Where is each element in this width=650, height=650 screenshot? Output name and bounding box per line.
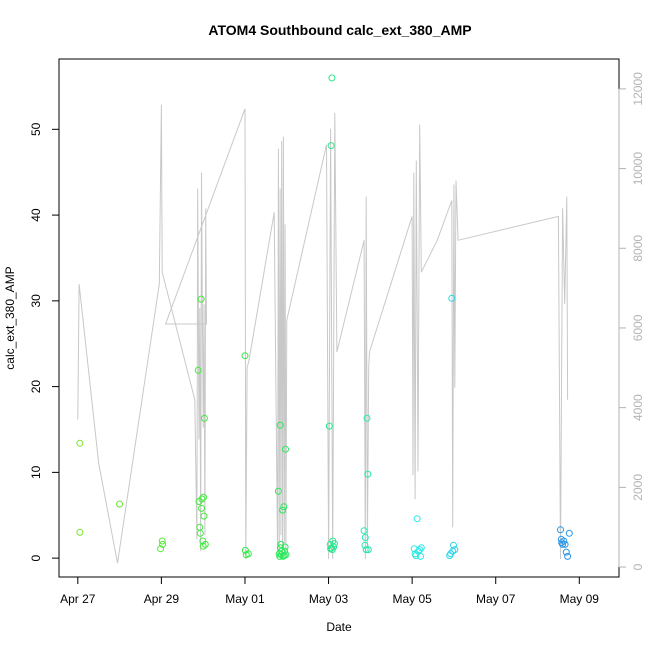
- data-point: [281, 543, 289, 551]
- chart-title: ATOM4 Southbound calc_ext_380_AMP: [208, 22, 471, 38]
- x-tick-label: May 09: [560, 592, 600, 606]
- data-point: [201, 540, 209, 548]
- data-point: [330, 540, 338, 548]
- data-point: [451, 546, 459, 554]
- x-tick-label: May 07: [476, 592, 516, 606]
- y-tick-label: 20: [29, 380, 43, 394]
- data-point: [564, 552, 572, 560]
- x-tick-label: May 03: [309, 592, 349, 606]
- y-tick-label: 50: [29, 122, 43, 136]
- data-point: [325, 422, 333, 430]
- y2-tick-label: 6000: [631, 314, 645, 341]
- data-point: [327, 142, 335, 150]
- y-axis-right: 0 2000 4000 6000 8000 10000 12000: [618, 72, 645, 570]
- data-point: [361, 534, 369, 541]
- data-point: [413, 515, 421, 523]
- y2-tick-label: 8000: [631, 235, 645, 262]
- data-point: [198, 495, 206, 503]
- data-point: [157, 545, 165, 553]
- data-point: [417, 544, 425, 552]
- data-point: [562, 548, 570, 556]
- y2-tick-label: 4000: [631, 394, 645, 421]
- y2-tick-label: 10000: [631, 152, 645, 186]
- points-group: [76, 74, 573, 560]
- data-point: [450, 541, 457, 549]
- data-point: [560, 537, 568, 545]
- data-point: [559, 540, 567, 548]
- data-point: [244, 550, 252, 558]
- data-point: [199, 542, 207, 550]
- data-point: [200, 414, 208, 422]
- y2-tick-label: 12000: [631, 72, 645, 106]
- data-point: [194, 366, 202, 374]
- data-point: [280, 503, 288, 511]
- series-line: [77, 104, 569, 564]
- data-point: [328, 74, 336, 82]
- y2-tick-label: 2000: [631, 474, 645, 501]
- x-tick-label: Apr 29: [144, 592, 180, 606]
- plot-frame: [58, 58, 620, 578]
- data-point: [197, 295, 205, 303]
- data-point: [417, 552, 424, 560]
- data-point: [198, 504, 205, 512]
- data-point: [364, 470, 372, 478]
- data-point: [158, 537, 166, 545]
- data-point: [557, 526, 564, 534]
- data-point: [448, 294, 456, 302]
- x-axis: Apr 27 Apr 29 May 01 May 03 May 05 May 07 May …: [60, 576, 600, 606]
- y-tick-label: 30: [29, 294, 43, 308]
- data-point: [196, 523, 204, 531]
- x-tick-label: Apr 27: [60, 592, 96, 606]
- x-tick-label: May 01: [225, 592, 265, 606]
- y-axis-label: calc_ext_380_AMP: [3, 266, 17, 369]
- data-point: [416, 546, 424, 554]
- x-tick-label: May 05: [392, 592, 432, 606]
- data-point: [241, 352, 249, 360]
- y-axis-left: 0 10 20 30 40 50: [29, 122, 60, 561]
- y-tick-label: 10: [29, 465, 43, 479]
- y-tick-label: 40: [29, 208, 43, 222]
- data-point: [330, 543, 338, 551]
- data-point: [282, 445, 289, 453]
- data-point: [363, 414, 371, 422]
- data-point: [200, 493, 208, 501]
- data-point: [360, 527, 368, 535]
- data-point: [116, 500, 124, 508]
- data-point: [364, 546, 372, 554]
- data-point: [282, 551, 290, 559]
- data-point: [277, 544, 284, 552]
- data-point: [362, 546, 370, 554]
- data-point: [76, 439, 84, 447]
- data-point: [274, 487, 282, 495]
- data-point: [561, 540, 569, 548]
- data-point: [281, 547, 289, 555]
- x-axis-label: Date: [326, 620, 352, 634]
- data-point: [196, 529, 204, 537]
- data-point: [200, 512, 208, 520]
- data-point: [276, 421, 284, 429]
- series-line-group: [77, 104, 569, 564]
- data-point: [565, 529, 573, 537]
- data-point: [76, 528, 84, 536]
- data-point: [159, 540, 167, 548]
- y-tick-label: 0: [29, 554, 43, 561]
- data-point: [361, 541, 369, 549]
- data-point: [279, 506, 287, 514]
- y2-tick-label: 0: [631, 563, 645, 570]
